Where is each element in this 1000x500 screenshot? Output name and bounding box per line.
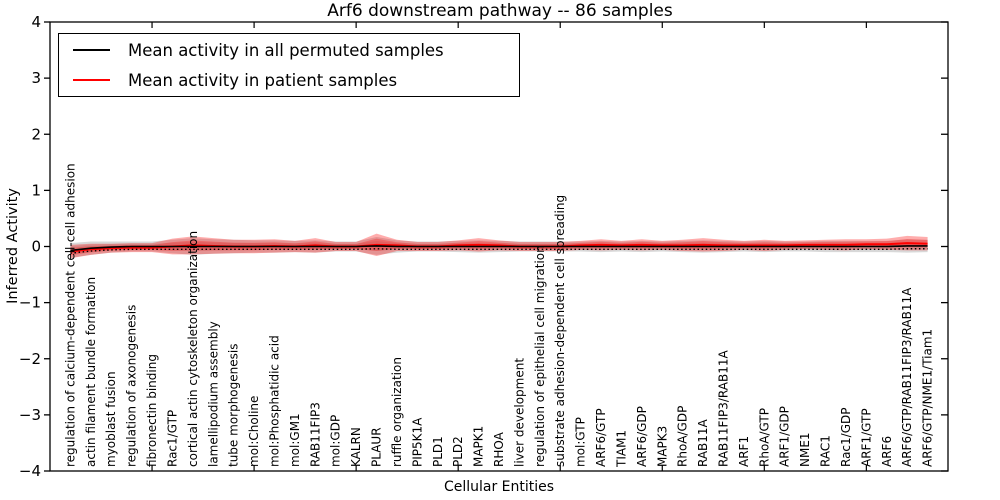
x-tick-label: regulation of epithelial cell migration <box>533 245 547 467</box>
line-zero-dotted <box>70 248 928 254</box>
x-tick-label: PLD2 <box>451 436 465 467</box>
legend-label-patient: Mean activity in patient samples <box>128 70 398 90</box>
x-tick-label: myoblast fusion <box>104 371 118 467</box>
x-tick-label: PLD1 <box>431 436 445 467</box>
x-tick-label: RhoA/GDP <box>676 406 690 467</box>
x-tick-label: actin filament bundle formation <box>84 277 98 467</box>
y-tick-label: 3 <box>31 69 41 87</box>
x-tick-label: ARF6 <box>880 436 894 467</box>
x-tick-label: RAB11FIP3/RAB11A <box>717 350 731 467</box>
x-tick-label: RAB11A <box>696 418 710 467</box>
x-axis-label: Cellular Entities <box>443 479 555 495</box>
legend-box: Mean activity in all permuted samples Me… <box>58 33 520 97</box>
x-tick-label: RhoA/GTP <box>757 408 771 467</box>
y-tick-label: 2 <box>31 125 41 143</box>
x-tick-label: RAC1 <box>819 435 833 467</box>
black-line-swatch-icon <box>73 49 110 51</box>
x-tick-label: ARF6/GTP <box>594 408 608 467</box>
y-tick-label: −2 <box>19 350 41 368</box>
x-tick-label: substrate adhesion-dependent cell spread… <box>553 195 567 467</box>
x-tick-label: mol:Phosphatidic acid <box>268 335 282 467</box>
x-tick-label: ARF1/GDP <box>778 406 792 467</box>
legend-item-patient: Mean activity in patient samples <box>59 68 519 92</box>
x-tick-label: tube morphogenesis <box>227 344 241 467</box>
x-tick-label: PIP5K1A <box>410 417 424 467</box>
x-tick-label: MAPK3 <box>655 426 669 467</box>
y-tick-label: 4 <box>31 13 41 31</box>
x-tick-label: regulation of axonogenesis <box>125 305 139 467</box>
line-permuted-mean <box>70 245 928 252</box>
x-tick-label: MAPK1 <box>472 426 486 467</box>
x-tick-label: RAB11FIP3 <box>308 402 322 467</box>
y-tick-label: −3 <box>19 406 41 424</box>
chart-title: Arf6 downstream pathway -- 86 samples <box>327 1 673 21</box>
x-tick-label: Rac1/GDP <box>839 408 853 467</box>
y-tick-label: −4 <box>19 462 41 480</box>
x-tick-label: NME1 <box>798 432 812 467</box>
x-tick-label: Rac1/GTP <box>165 410 179 467</box>
y-tick-label: 0 <box>31 238 41 256</box>
x-tick-label: fibronectin binding <box>145 354 159 467</box>
y-tick-label: −1 <box>19 294 41 312</box>
x-tick-label: PLAUR <box>370 427 384 467</box>
y-axis-label: Inferred Activity <box>5 188 21 304</box>
x-tick-label: mol:GTP <box>574 417 588 467</box>
x-tick-label: ARF6/GTP/NME1/Tiam1 <box>921 329 935 467</box>
legend-item-permuted: Mean activity in all permuted samples <box>59 38 519 62</box>
y-tick-label: 1 <box>31 181 41 199</box>
x-tick-label: liver development <box>512 358 526 467</box>
x-tick-label: regulation of calcium-dependent cell-cel… <box>63 163 77 467</box>
x-tick-label: TIAM1 <box>614 430 628 468</box>
legend-label-permuted: Mean activity in all permuted samples <box>128 40 444 60</box>
x-tick-label: mol:Choline <box>247 396 261 467</box>
x-tick-label: cortical actin cytoskeleton organization <box>186 231 200 467</box>
x-tick-label: mol:GDP <box>329 415 343 467</box>
x-tick-label: ARF1 <box>737 436 751 467</box>
x-tick-label: KALRN <box>349 427 363 467</box>
band-permuted-std <box>70 236 928 258</box>
x-tick-label: ruffle organization <box>390 357 404 467</box>
x-tick-label: ARF6/GDP <box>635 406 649 467</box>
x-tick-label: RHOA <box>492 431 506 467</box>
x-tick-label: ARF1/GTP <box>859 408 873 467</box>
x-tick-label: ARF6/GTP/RAB11FIP3/RAB11A <box>900 287 914 467</box>
x-tick-label: lamellipodium assembly <box>206 321 220 467</box>
red-line-swatch-icon <box>73 79 110 81</box>
x-tick-label: mol:GM1 <box>288 413 302 467</box>
